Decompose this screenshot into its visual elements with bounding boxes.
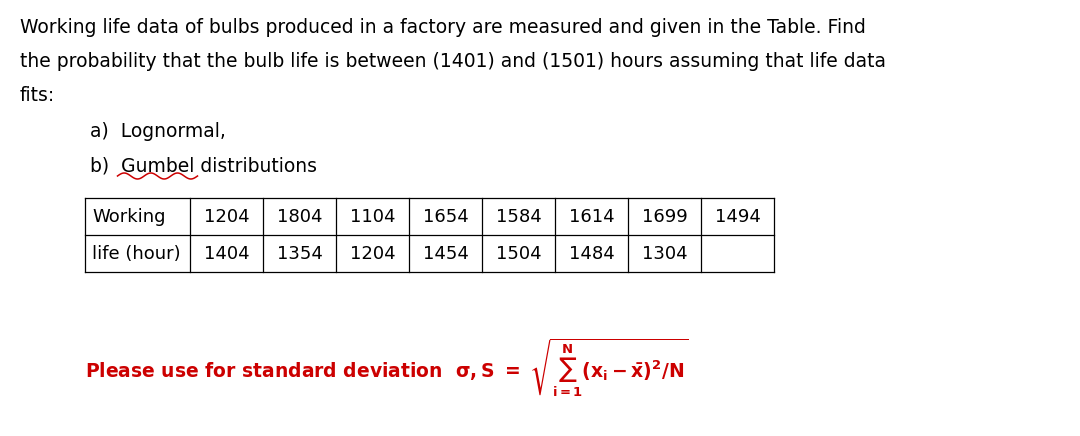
Text: a)  Lognormal,: a) Lognormal, (90, 122, 226, 141)
Text: 1494: 1494 (715, 208, 760, 225)
Text: 1404: 1404 (204, 245, 249, 262)
Text: 1204: 1204 (350, 245, 395, 262)
Text: Working: Working (92, 208, 165, 225)
Text: 1584: 1584 (496, 208, 541, 225)
Text: 1504: 1504 (496, 245, 541, 262)
Text: 1484: 1484 (569, 245, 615, 262)
Text: 1104: 1104 (350, 208, 395, 225)
Text: 1354: 1354 (276, 245, 323, 262)
Text: Please use for standard deviation  $\mathbf{\sigma}$$\mathbf{,S}$ $\mathbf{=}$ $: Please use for standard deviation $\math… (85, 337, 688, 399)
Text: 1454: 1454 (422, 245, 469, 262)
Text: Working life data of bulbs produced in a factory are measured and given in the T: Working life data of bulbs produced in a… (21, 18, 866, 37)
Text: 1654: 1654 (422, 208, 469, 225)
Text: life (hour): life (hour) (92, 245, 180, 262)
Text: 1304: 1304 (642, 245, 687, 262)
Text: 1614: 1614 (569, 208, 615, 225)
Text: 1204: 1204 (204, 208, 249, 225)
Text: the probability that the bulb life is between (1401) and (1501) hours assuming t: the probability that the bulb life is be… (21, 52, 886, 71)
Text: fits:: fits: (21, 86, 55, 105)
Text: b)  Gumbel distributions: b) Gumbel distributions (90, 156, 318, 175)
Text: 1699: 1699 (642, 208, 687, 225)
Text: 1804: 1804 (276, 208, 322, 225)
